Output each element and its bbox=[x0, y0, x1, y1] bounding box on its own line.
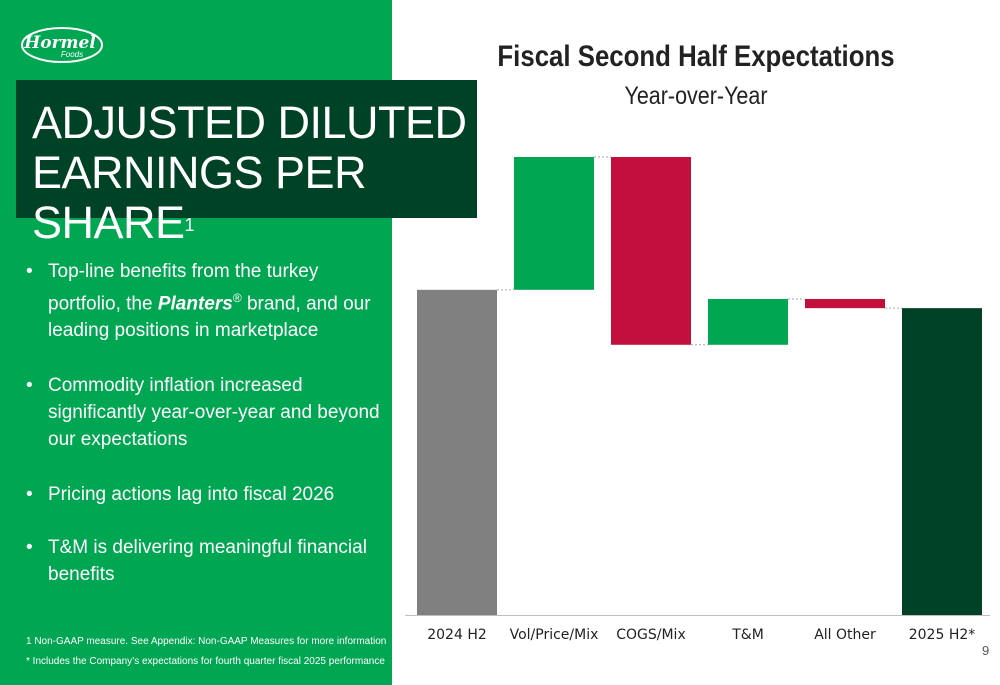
chart-connectors bbox=[497, 156, 902, 346]
category-label: All Other bbox=[814, 627, 876, 643]
category-label: T&M bbox=[731, 627, 764, 643]
page-number: 9 bbox=[982, 643, 990, 658]
footnote-non-gaap: 1 Non-GAAP measure. See Appendix: Non-GA… bbox=[26, 636, 387, 647]
bullet-text: Top-line benefits from the turkey portfo… bbox=[48, 261, 319, 315]
category-label: Vol/Price/Mix bbox=[510, 627, 599, 643]
category-label: 2024 H2 bbox=[427, 627, 487, 643]
bar-2024-h2 bbox=[417, 289, 497, 615]
title-box: ADJUSTED DILUTED EARNINGS PER SHARE1 bbox=[16, 80, 477, 248]
chart-category-labels: 2024 H2 Vol/Price/Mix COGS/Mix T&M All Other… bbox=[427, 627, 975, 643]
footnote-q4: * Includes the Company’s expectations fo… bbox=[26, 656, 385, 667]
logo-main-text: Hormel bbox=[23, 33, 96, 53]
bar-vol-price-mix bbox=[514, 157, 594, 290]
bullet-icon: • bbox=[26, 375, 33, 397]
category-label: COGS/Mix bbox=[616, 627, 686, 643]
bullet-item: • Pricing actions lag into fiscal 2026 bbox=[26, 481, 386, 508]
bar-cogs-mix bbox=[611, 157, 691, 345]
bar-2025-h2 bbox=[902, 308, 982, 615]
bullet-icon: • bbox=[26, 261, 33, 282]
bullet-item: • T&M is delivering meaningful financial… bbox=[26, 534, 386, 588]
bar-all-other bbox=[805, 298, 885, 309]
bullet-list: • Top-line benefits from the turkey port… bbox=[26, 258, 386, 616]
title-superscript: 1 bbox=[184, 215, 195, 235]
bullet-icon: • bbox=[26, 537, 33, 559]
chart-subtitle: Year-over-Year bbox=[624, 82, 768, 110]
bar-t-m bbox=[708, 298, 788, 345]
chart-bars bbox=[417, 157, 982, 615]
slide-title-line2: EARNINGS PER SHARE bbox=[32, 147, 367, 248]
bullet-text: Pricing actions lag into fiscal 2026 bbox=[48, 484, 335, 506]
bullet-icon: • bbox=[26, 484, 33, 506]
planters-brand: Planters bbox=[157, 293, 233, 315]
chart-title: Fiscal Second Half Expectations bbox=[497, 40, 895, 73]
bullet-text: T&M is delivering meaningful financial b… bbox=[48, 537, 367, 586]
category-label: 2025 H2* bbox=[909, 627, 976, 643]
bullet-text: Commodity inflation increased significan… bbox=[48, 375, 380, 451]
bullet-item: • Top-line benefits from the turkey port… bbox=[26, 258, 386, 344]
slide-title-line1: ADJUSTED DILUTED bbox=[32, 97, 467, 148]
slide-title: ADJUSTED DILUTED EARNINGS PER SHARE1 bbox=[32, 98, 477, 248]
bullet-text: brand, and our leading positions in mark… bbox=[48, 293, 371, 342]
bullet-item: • Commodity inflation increased signific… bbox=[26, 372, 386, 453]
logo-sub-text: Foods bbox=[61, 50, 83, 59]
registered-mark: ® bbox=[232, 291, 242, 305]
hormel-foods-logo: Hormel Foods bbox=[21, 27, 103, 63]
